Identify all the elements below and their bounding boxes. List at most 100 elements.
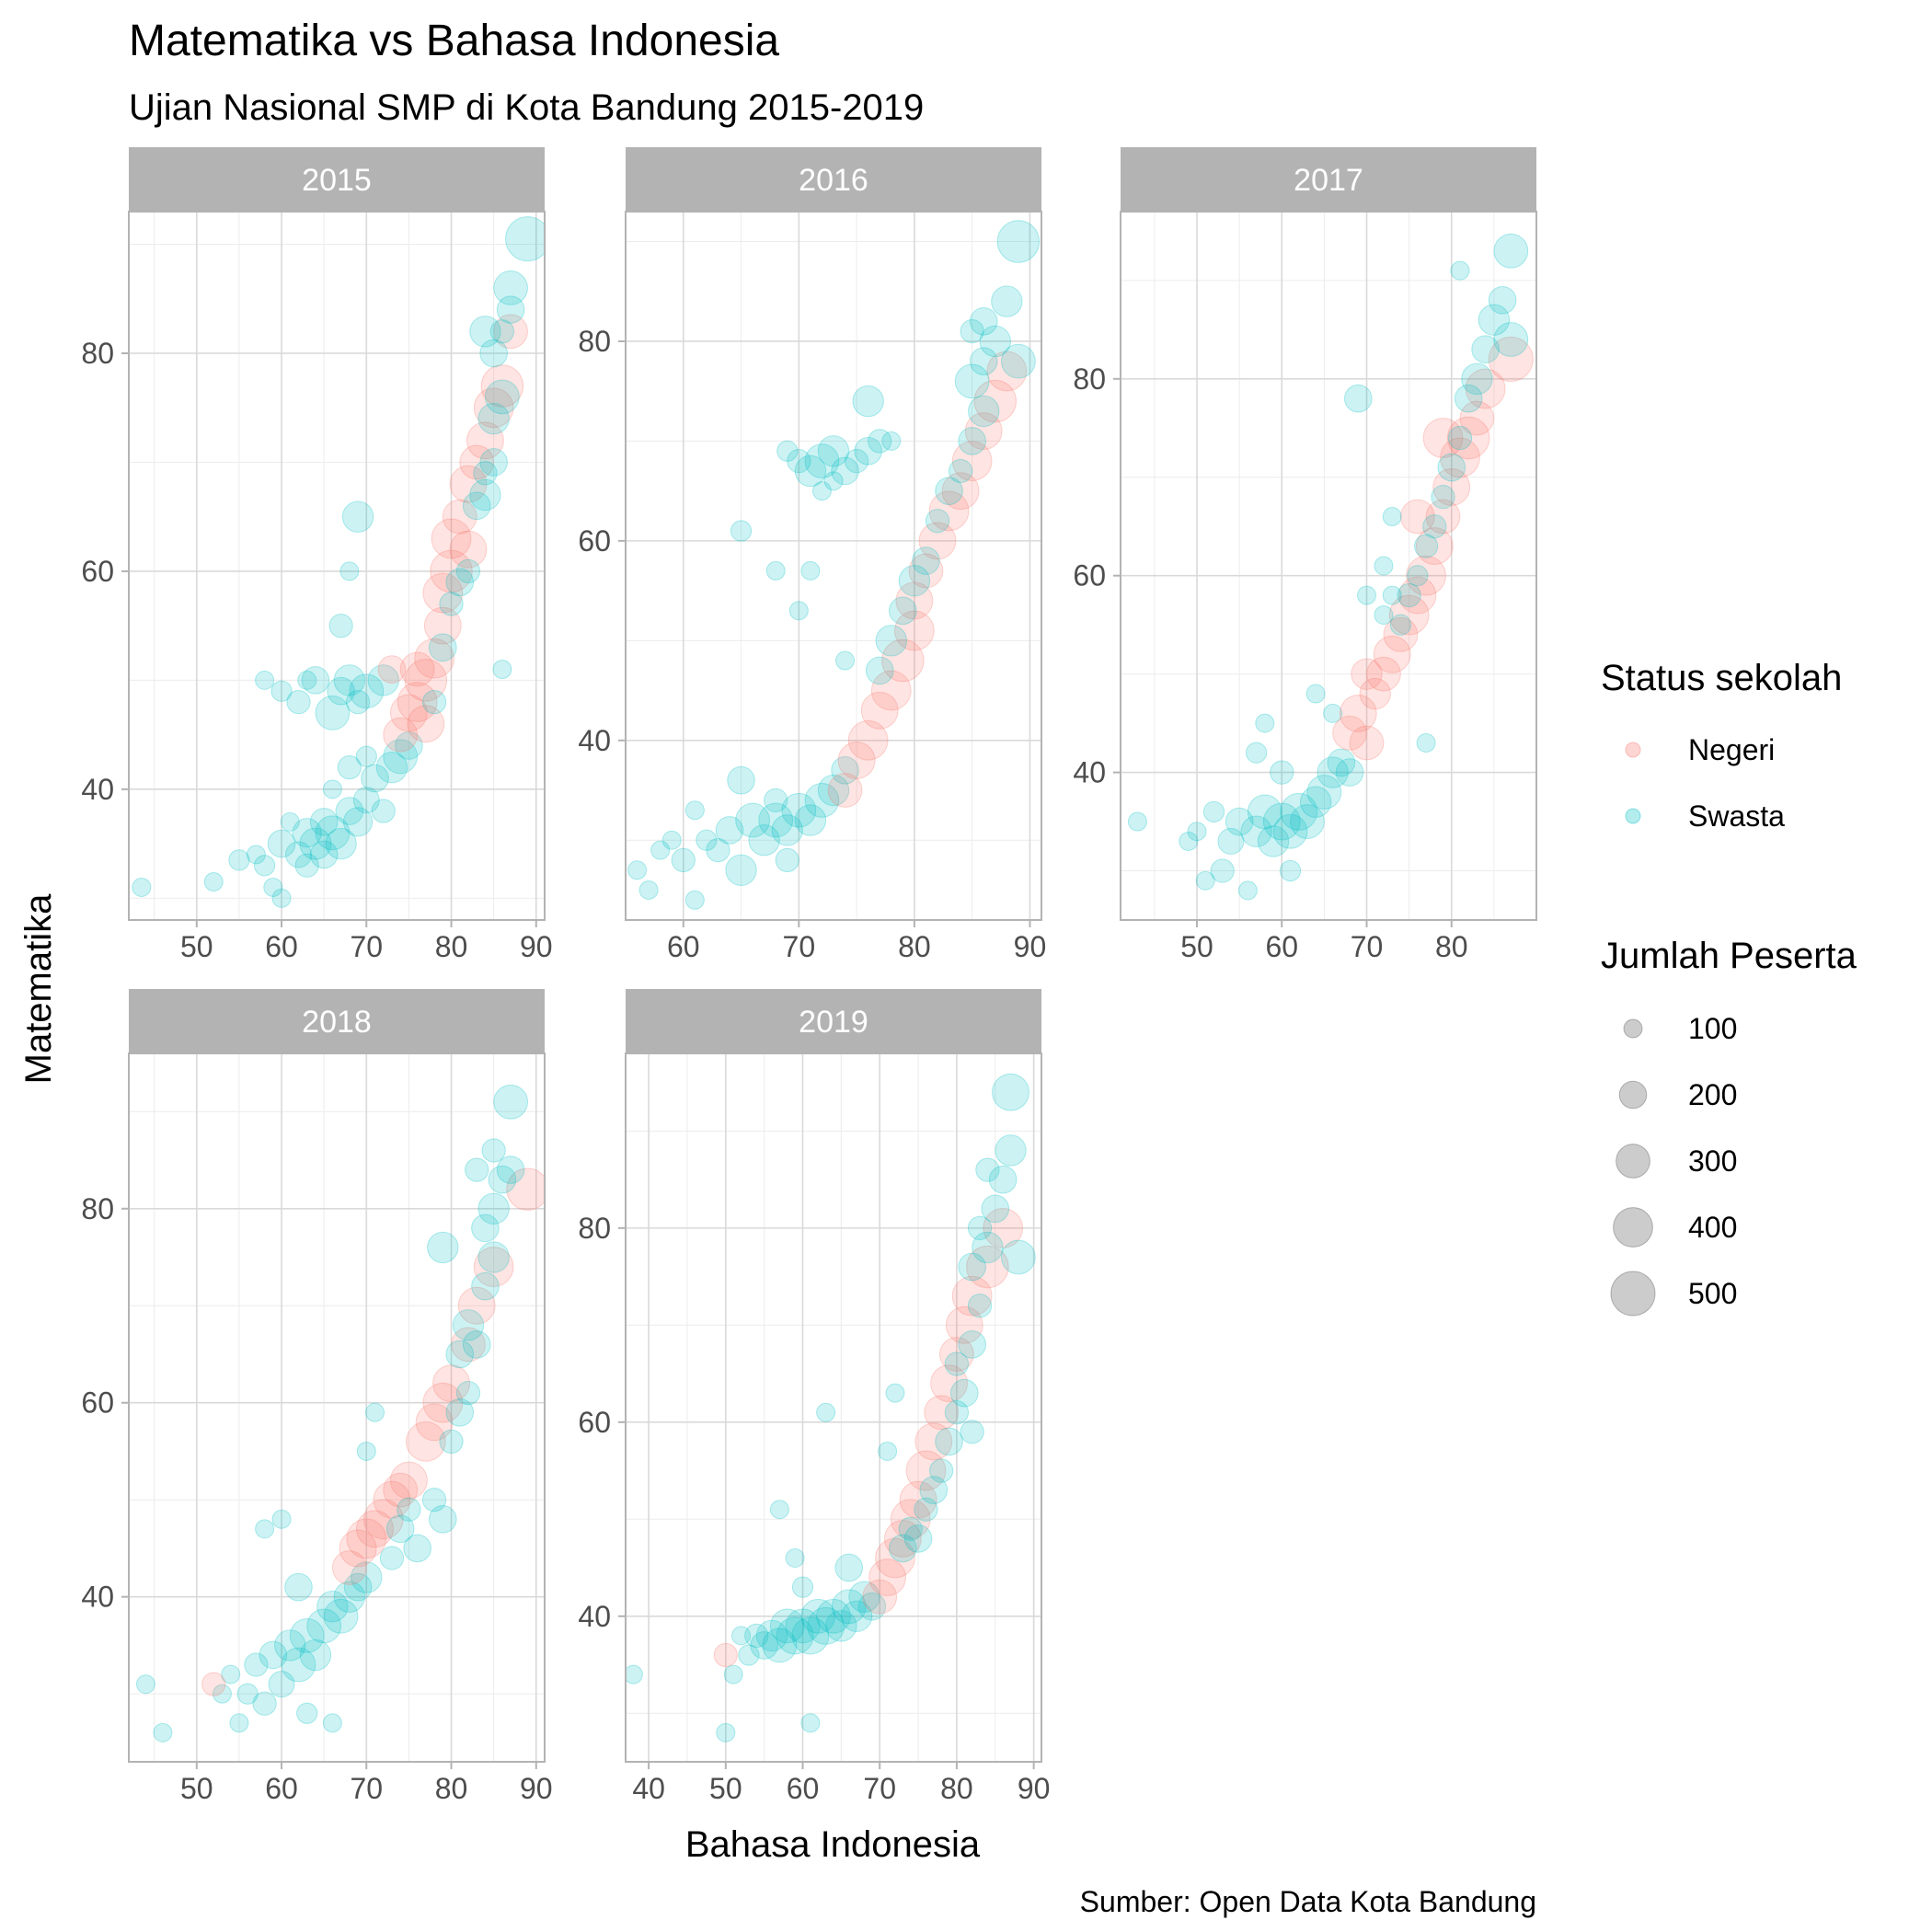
data-point-swasta xyxy=(1280,792,1318,831)
data-point-swasta xyxy=(960,319,984,344)
x-tick-label: 90 xyxy=(520,930,553,963)
panel-border xyxy=(128,1052,546,1763)
data-point-negeri xyxy=(868,1558,907,1597)
data-point-negeri xyxy=(1406,555,1446,596)
data-point-swasta xyxy=(981,1194,1010,1224)
data-point-swasta xyxy=(469,316,501,348)
data-point-swasta xyxy=(969,347,998,375)
data-point-negeri xyxy=(1373,635,1411,673)
data-point-swasta xyxy=(944,1400,970,1425)
data-point-swasta xyxy=(452,1309,485,1341)
data-point-negeri xyxy=(895,581,934,620)
data-point-swasta xyxy=(383,739,419,775)
data-point-swasta xyxy=(481,1138,506,1163)
data-point-swasta xyxy=(1478,304,1511,336)
data-point-swasta xyxy=(1389,614,1412,636)
data-point-swasta xyxy=(725,854,757,886)
data-point-swasta xyxy=(1416,733,1436,753)
data-point-negeri xyxy=(918,522,957,560)
data-point-swasta xyxy=(1306,775,1342,810)
panel-background xyxy=(626,1053,1041,1762)
data-point-swasta xyxy=(270,680,293,702)
data-point-swasta xyxy=(889,596,917,626)
facet-strip xyxy=(626,989,1041,1053)
data-point-negeri xyxy=(432,1364,470,1403)
data-point-negeri xyxy=(430,549,473,593)
legend-size-key xyxy=(1618,1080,1648,1110)
data-point-swasta xyxy=(292,818,322,848)
data-point-swasta xyxy=(903,1524,933,1553)
data-point-swasta xyxy=(465,1157,489,1182)
data-point-swasta xyxy=(771,814,803,846)
data-point-swasta xyxy=(969,306,998,336)
data-point-swasta xyxy=(1202,800,1225,822)
x-tick-label: 80 xyxy=(940,1772,973,1805)
data-point-negeri xyxy=(1388,594,1430,636)
data-point-swasta xyxy=(781,792,817,828)
data-point-swasta xyxy=(1407,565,1429,587)
data-point-negeri xyxy=(473,387,514,429)
facet-panel-2019: 2019 40 50 60 70 80 90 40 60 80 xyxy=(578,989,1050,1805)
data-point-swasta xyxy=(263,877,283,897)
data-point-negeri xyxy=(862,1579,898,1615)
panel-border xyxy=(1120,211,1537,921)
legend-size-label: 400 xyxy=(1688,1211,1737,1244)
data-point-swasta xyxy=(284,1572,313,1602)
data-point-swasta xyxy=(255,1519,275,1539)
data-point-swasta xyxy=(333,664,366,696)
data-point-swasta xyxy=(323,1598,359,1634)
data-point-swasta xyxy=(345,689,371,715)
data-point-swasta xyxy=(865,656,894,685)
y-axis-title: Matematika xyxy=(18,893,59,1084)
panel-border xyxy=(128,211,546,921)
data-point-swasta xyxy=(477,1192,510,1225)
data-point-negeri xyxy=(449,530,488,569)
data-point-negeri xyxy=(389,1461,428,1500)
data-point-swasta xyxy=(297,670,317,690)
data-point-swasta xyxy=(731,1626,752,1646)
y-tick-label: 40 xyxy=(578,724,611,757)
data-point-negeri xyxy=(399,651,435,687)
x-tick-label: 70 xyxy=(350,930,383,963)
data-point-swasta xyxy=(299,1639,332,1672)
data-point-swasta xyxy=(342,807,374,837)
data-point-swasta xyxy=(473,461,498,486)
gridlines xyxy=(129,212,545,920)
data-point-swasta xyxy=(738,1644,760,1666)
data-point-swasta xyxy=(296,1702,318,1724)
x-tick-label: 50 xyxy=(709,1772,742,1805)
data-point-negeri xyxy=(827,773,863,808)
data-point-swasta xyxy=(309,808,339,836)
data-point-swasta xyxy=(835,650,856,671)
data-point-swasta xyxy=(471,1213,500,1243)
data-point-negeri xyxy=(1446,416,1490,460)
data-point-negeri xyxy=(894,610,935,651)
data-point-swasta xyxy=(991,285,1023,317)
points xyxy=(1127,233,1534,901)
legend-size-key xyxy=(1610,1271,1656,1317)
data-point-swasta xyxy=(1240,815,1272,847)
x-tick-label: 60 xyxy=(265,1772,298,1805)
data-point-swasta xyxy=(316,1591,349,1623)
data-point-swasta xyxy=(788,601,809,621)
data-point-swasta xyxy=(868,429,892,454)
data-point-swasta xyxy=(958,427,986,455)
data-point-swasta xyxy=(271,1509,292,1529)
data-point-swasta xyxy=(975,1157,1000,1182)
data-point-swasta xyxy=(339,561,360,581)
gridlines xyxy=(626,1053,1041,1762)
data-point-swasta xyxy=(375,751,408,784)
data-point-swasta xyxy=(875,625,907,657)
data-point-swasta xyxy=(1305,684,1326,704)
data-point-swasta xyxy=(356,1441,376,1461)
data-point-swasta xyxy=(1317,756,1349,788)
data-point-negeri xyxy=(1351,658,1383,690)
data-point-swasta xyxy=(912,546,940,575)
caption: Sumber: Open Data Kota Bandung xyxy=(1080,1885,1536,1918)
data-point-swasta xyxy=(285,841,312,868)
data-point-swasta xyxy=(972,1231,1004,1264)
data-point-swasta xyxy=(817,774,850,807)
data-point-swasta xyxy=(935,477,963,505)
data-point-swasta xyxy=(775,847,799,873)
data-point-swasta xyxy=(776,440,799,462)
